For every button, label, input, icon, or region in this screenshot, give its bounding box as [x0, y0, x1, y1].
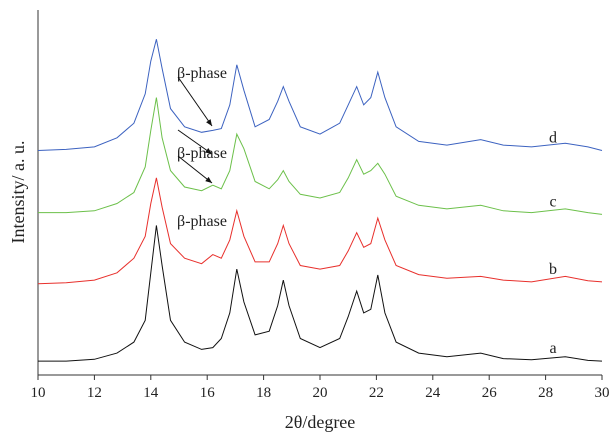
- series-label: c: [549, 193, 556, 210]
- annotation: β-phase: [177, 145, 227, 162]
- series-line: [38, 97, 603, 215]
- x-tick-label: 18: [256, 385, 271, 401]
- x-axis-label: 2θ/degree: [285, 412, 356, 432]
- annotation-arrow: [177, 76, 213, 127]
- x-tick-label: 16: [200, 385, 216, 401]
- series-line: [37, 39, 603, 151]
- x-tick-label: 26: [482, 385, 498, 401]
- annotation: β-phase: [177, 65, 227, 82]
- series-label: a: [549, 340, 556, 357]
- series-line: [38, 225, 603, 362]
- annotation-arrow: [177, 129, 213, 155]
- series-line: [37, 177, 603, 285]
- annotation-arrow: [177, 155, 213, 184]
- x-tick-label: 22: [369, 385, 384, 401]
- x-tick-label: 14: [143, 385, 159, 401]
- series-label: d: [549, 130, 557, 147]
- x-tick-label: 28: [538, 385, 553, 401]
- x-tick-label: 20: [313, 385, 328, 401]
- annotation-arrowhead: [205, 148, 212, 154]
- x-tick-label: 12: [87, 385, 102, 401]
- annotation-arrowhead: [206, 119, 212, 126]
- annotation: β-phase: [177, 213, 227, 230]
- x-tick-label: 30: [595, 385, 610, 401]
- y-axis-label: Intensity/ a. u.: [8, 141, 28, 244]
- series-label: b: [549, 261, 557, 278]
- annotation-arrowhead: [205, 176, 212, 183]
- x-tick-label: 10: [31, 385, 46, 401]
- x-tick-label: 24: [425, 385, 441, 401]
